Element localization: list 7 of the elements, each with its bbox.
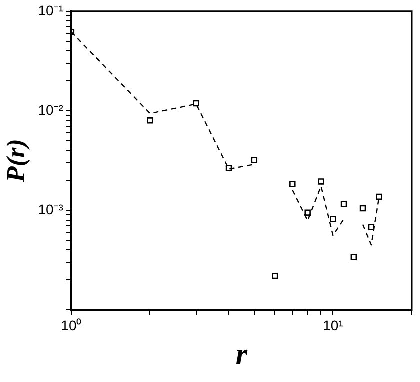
y-tick-label: 10⁻¹: [38, 2, 64, 18]
x-tick-label: 10⁰: [61, 317, 82, 334]
x-tick-label: 10¹: [323, 317, 344, 334]
y-axis-title: P(r): [1, 139, 30, 184]
y-tick-label: 10⁻²: [38, 102, 64, 118]
x-axis-title: r: [236, 338, 248, 371]
y-tick-label: 10⁻³: [38, 201, 64, 218]
